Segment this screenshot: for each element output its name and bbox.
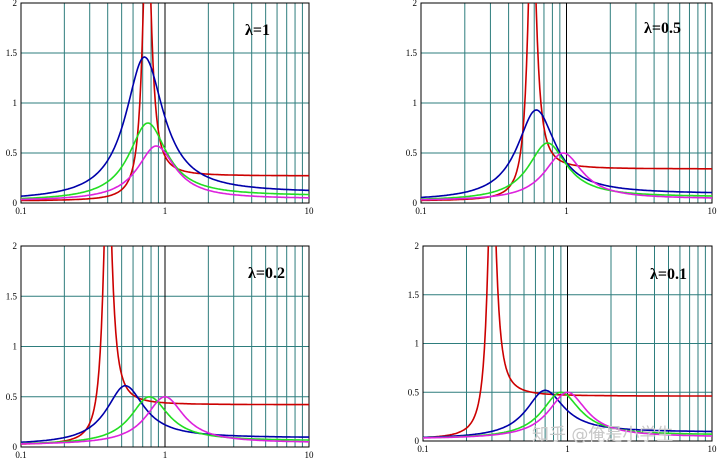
series-line-3 bbox=[421, 152, 712, 201]
chart-panel: 0 0.5 1 1.5 2 0.1 1 10 λ=0.1 bbox=[408, 241, 718, 454]
x-tick-label: 10 bbox=[305, 450, 315, 460]
x-tick-label: 10 bbox=[708, 206, 718, 216]
x-tick-label: 1 bbox=[163, 450, 168, 460]
y-tick-label: 0 bbox=[13, 442, 18, 452]
y-tick-label: 2 bbox=[413, 0, 418, 8]
series-line-1 bbox=[21, 56, 309, 197]
watermark-text: 知乎 @俺是小学生 bbox=[532, 425, 673, 445]
series-line-3 bbox=[21, 145, 309, 201]
y-tick-label: 2 bbox=[415, 241, 420, 251]
y-tick-label: 1 bbox=[13, 342, 18, 352]
plot-frame bbox=[420, 2, 713, 204]
series-line-0 bbox=[21, 3, 309, 202]
y-tick-label: 1.5 bbox=[6, 291, 18, 301]
plot-frame bbox=[20, 2, 310, 204]
y-tick-label: 0 bbox=[415, 436, 420, 446]
x-tick-label: 1 bbox=[564, 206, 569, 216]
y-tick-label: 1.5 bbox=[408, 290, 420, 300]
x-tick-label: 0.1 bbox=[417, 444, 428, 454]
y-tick-label: 2 bbox=[13, 0, 18, 8]
chart-panel: 0 0.5 1 1.5 2 0.1 1 10 λ=0.2 bbox=[6, 241, 315, 460]
y-tick-label: 1 bbox=[13, 98, 18, 108]
y-tick-label: 1.5 bbox=[406, 48, 418, 58]
y-tick-label: 0 bbox=[13, 198, 18, 208]
chart-panels: 00.511.520.1 1 10λ=100.511.520.1 1 10λ=0.500… bbox=[6, 0, 717, 460]
series-line-2 bbox=[21, 395, 309, 445]
x-tick-label: 1 bbox=[565, 444, 570, 454]
y-tick-label: 1.5 bbox=[6, 48, 18, 58]
plot-frame bbox=[422, 245, 713, 442]
series-line-1 bbox=[21, 384, 309, 444]
series-line-1 bbox=[423, 389, 712, 439]
y-tick-label: 0.5 bbox=[6, 148, 18, 158]
y-tick-label: 1 bbox=[415, 339, 420, 349]
series-line-1 bbox=[421, 109, 712, 199]
y-tick-label: 2 bbox=[13, 241, 18, 251]
x-tick-label: 0.1 bbox=[15, 206, 26, 216]
y-tick-label: 0.5 bbox=[406, 148, 418, 158]
chart-panel: 0 0.5 1 1.5 2 0.1 1 10 λ=0.5 bbox=[406, 0, 717, 216]
x-tick-label: 10 bbox=[305, 206, 315, 216]
panel-label: λ=0.5 bbox=[644, 20, 681, 37]
plot-frame bbox=[20, 245, 310, 448]
chart-panel: 0 0.5 1 1.5 2 0.1 1 10 λ=1 bbox=[6, 0, 314, 216]
panel-label: λ=0.1 bbox=[650, 266, 687, 283]
x-tick-label: 0.1 bbox=[415, 206, 426, 216]
y-tick-label: 0.5 bbox=[408, 387, 420, 397]
x-tick-label: 1 bbox=[163, 206, 168, 216]
y-tick-label: 0 bbox=[413, 198, 418, 208]
panel-label: λ=1 bbox=[245, 22, 270, 39]
y-tick-label: 1 bbox=[413, 98, 418, 108]
series-line-3 bbox=[423, 391, 712, 439]
series-line-0 bbox=[21, 246, 309, 445]
series-line-3 bbox=[21, 395, 309, 445]
series-line-2 bbox=[21, 122, 309, 200]
x-tick-label: 0.1 bbox=[15, 450, 26, 460]
panel-label: λ=0.2 bbox=[248, 265, 285, 282]
y-tick-label: 0.5 bbox=[6, 392, 18, 402]
series-line-2 bbox=[421, 142, 712, 200]
x-tick-label: 10 bbox=[708, 444, 718, 454]
